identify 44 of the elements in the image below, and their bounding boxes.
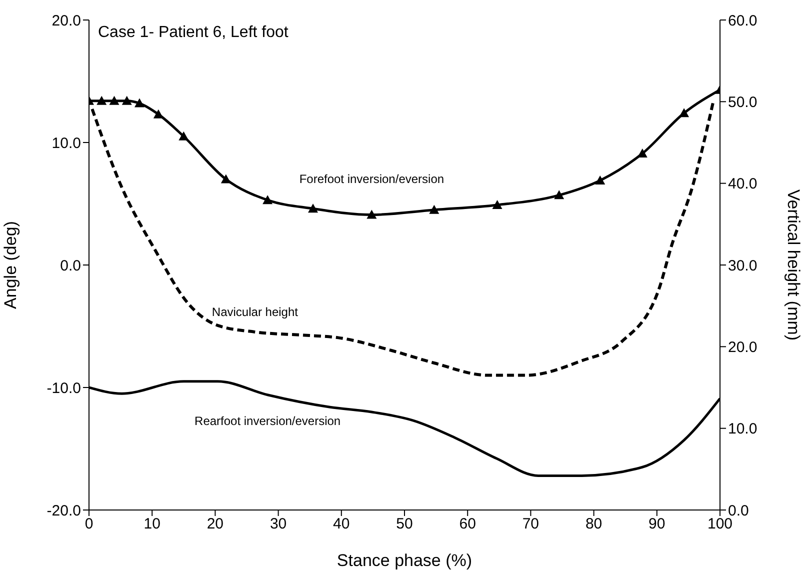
point bbox=[554, 190, 564, 200]
x-tick-label: 80 bbox=[585, 516, 602, 533]
series-label: Navicular height bbox=[212, 304, 299, 319]
y2-axis-title: Vertical height (mm) bbox=[784, 189, 802, 341]
x-tick-label: 10 bbox=[144, 516, 160, 533]
y-tick-label: -10.0 bbox=[46, 380, 81, 397]
x-tick-label: 70 bbox=[522, 516, 540, 533]
x-tick-label: 50 bbox=[396, 516, 413, 533]
y2-tick-label: 20.0 bbox=[728, 338, 758, 356]
series-label: Forefoot inversion/eversion bbox=[299, 172, 444, 186]
point bbox=[429, 204, 440, 214]
y2-tick-label: 50.0 bbox=[728, 94, 758, 111]
x-tick-label: 0 bbox=[84, 516, 94, 533]
point bbox=[679, 108, 690, 118]
x-tick-label: 60 bbox=[459, 516, 476, 533]
y-axis-title: Angle (deg) bbox=[1, 221, 20, 309]
x-tick-label: 30 bbox=[270, 516, 287, 533]
y-tick-label: -20.0 bbox=[46, 502, 81, 520]
point bbox=[153, 109, 164, 118]
y2-tick-label: 10.0 bbox=[728, 420, 758, 438]
point bbox=[308, 204, 318, 213]
point bbox=[637, 148, 648, 158]
x-tick-label: 40 bbox=[333, 516, 350, 533]
y-tick-label: 0.0 bbox=[60, 257, 81, 274]
y-tick-label: 20.0 bbox=[52, 12, 81, 30]
point bbox=[109, 96, 120, 105]
point bbox=[595, 175, 606, 184]
y2-tick-label: 60.0 bbox=[728, 12, 758, 30]
point bbox=[366, 210, 377, 219]
x-axis-title: Stance phase (%) bbox=[336, 551, 472, 570]
point bbox=[220, 174, 231, 184]
chart-title: Case 1- Patient 6, Left foot bbox=[98, 24, 288, 42]
y-tick-label: 10.0 bbox=[52, 134, 81, 152]
x-tick-label: 90 bbox=[648, 516, 666, 533]
y2-tick-label: 40.0 bbox=[728, 176, 758, 193]
point bbox=[262, 195, 273, 204]
point bbox=[492, 200, 502, 209]
point bbox=[96, 96, 107, 105]
x-tick-label: 20 bbox=[206, 516, 224, 533]
point bbox=[134, 98, 144, 108]
point bbox=[122, 96, 132, 105]
series-label: Rearfoot inversion/eversion bbox=[194, 414, 341, 428]
y2-tick-label: 30.0 bbox=[728, 257, 758, 274]
point bbox=[178, 131, 189, 140]
